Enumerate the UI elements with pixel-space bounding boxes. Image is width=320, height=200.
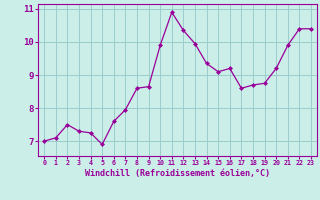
X-axis label: Windchill (Refroidissement éolien,°C): Windchill (Refroidissement éolien,°C) bbox=[85, 169, 270, 178]
